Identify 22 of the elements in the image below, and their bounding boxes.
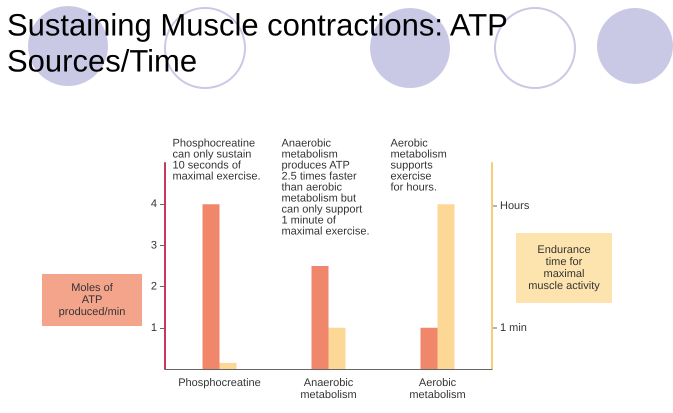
bar xyxy=(438,204,454,369)
category-label: Aerobic metabolism xyxy=(409,377,466,401)
bar xyxy=(328,328,346,369)
text: produces ATP 2.5 times faster than aerobic metabolism but can only support 1 minute of maximal exercise. xyxy=(282,160,370,238)
chart-title: Sustaining Muscle contractions: ATP Sources/Time xyxy=(7,8,508,78)
x-tick-label: Phosphocreatine xyxy=(172,138,256,150)
bar xyxy=(312,266,328,369)
bar xyxy=(420,328,438,369)
y2-axis-title: Endurance time for maximal muscle activity xyxy=(528,244,600,292)
text: 1 min xyxy=(500,322,527,334)
text: supports exercise for hours. xyxy=(390,160,437,194)
text: can only sustain 10 seconds of maximal exercise. xyxy=(172,148,261,182)
category-label: Phosphocreatine xyxy=(178,377,261,389)
y-tick-label: 4 xyxy=(150,198,157,210)
bar xyxy=(220,362,236,369)
y-tick-label: 1 xyxy=(150,322,157,334)
bar xyxy=(202,204,220,369)
y-tick-label: 3 xyxy=(150,239,157,252)
y-axis-title: Moles of ATP produced/min xyxy=(58,282,126,318)
text: Hours xyxy=(500,200,530,212)
y-tick-label: 2 xyxy=(150,280,157,293)
category-label: Anaerobic metabolism xyxy=(300,377,357,401)
